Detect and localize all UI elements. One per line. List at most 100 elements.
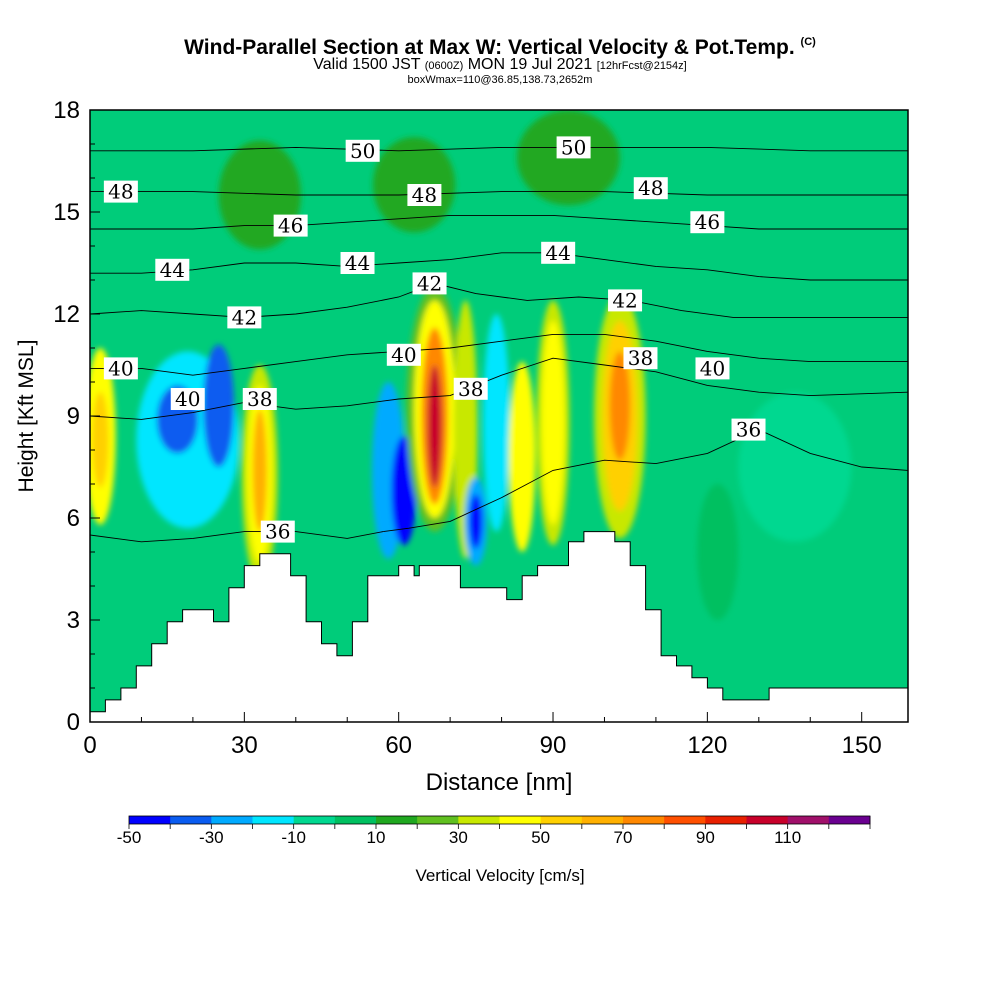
contour-label: 40: [695, 356, 730, 380]
colorbar-label: Vertical Velocity [cm/s]: [415, 866, 584, 885]
contour-label-text: 40: [700, 356, 725, 380]
y-tick-label: 12: [53, 301, 80, 328]
contour-label: 40: [170, 387, 205, 411]
velocity-cell: [697, 484, 739, 620]
contour-label-text: 36: [736, 418, 761, 442]
x-axis-label: Distance [nm]: [426, 769, 573, 796]
contour-label: 46: [273, 214, 308, 238]
velocity-cell: [427, 365, 442, 488]
velocity-cell: [92, 392, 109, 488]
contour-label: 42: [227, 305, 262, 329]
contour-label: 36: [731, 418, 766, 442]
colorbar-swatch: [828, 816, 871, 824]
contour-label: 38: [623, 346, 658, 370]
colorbar-swatch: [705, 816, 747, 824]
contour-label-text: 44: [345, 251, 370, 275]
colorbar-swatch: [540, 816, 583, 824]
forecast-info: [12hrFcst@2154z]: [596, 60, 687, 72]
contour-label: 38: [453, 377, 488, 401]
theta-contour-line: [90, 191, 908, 196]
contour-label-text: 38: [628, 346, 653, 370]
y-tick-label: 3: [67, 607, 80, 634]
plot-area: [90, 110, 908, 722]
contour-label-text: 48: [412, 183, 437, 207]
contour-label-text: 38: [247, 387, 272, 411]
theta-contour-line: [90, 146, 908, 152]
theta-contour-line: [383, 429, 908, 533]
theta-contour-line: [90, 282, 908, 318]
colorbar-tick-label: 30: [449, 828, 468, 847]
contour-label-text: 50: [561, 135, 586, 159]
contour-label: 38: [242, 387, 277, 411]
velocity-cell: [483, 314, 510, 532]
contour-label-text: 42: [232, 305, 257, 329]
colorbar-tick-label: 10: [367, 828, 386, 847]
colorbar-swatch: [170, 816, 212, 824]
y-tick-label: 9: [67, 403, 80, 430]
contour-label-text: 38: [458, 377, 483, 401]
contour-label-text: 42: [612, 288, 637, 312]
colorbar-swatch: [581, 816, 624, 824]
theta-contour-line: [90, 531, 384, 543]
colorbar-swatch: [458, 816, 500, 824]
contour-label: 44: [155, 258, 190, 282]
velocity-cell: [469, 494, 483, 549]
contour-label: 40: [386, 343, 421, 367]
colorbar-tick-label: -50: [117, 828, 142, 847]
x-tick-label: 0: [83, 732, 96, 759]
colorbar-swatch: [252, 816, 295, 824]
contour-label: 36: [260, 520, 295, 544]
contour-label-text: 40: [108, 356, 133, 380]
contour-label-text: 44: [160, 258, 185, 282]
valid-time: Valid 1500 JST: [313, 56, 421, 73]
chart-title: Wind-Parallel Section at Max W: Vertical…: [0, 36, 1000, 60]
contour-label: 48: [103, 180, 138, 204]
contour-label: 42: [608, 288, 643, 312]
x-tick-label: 30: [231, 732, 258, 759]
colorbar-swatch: [129, 816, 171, 824]
chart-subtitle: Valid 1500 JST (0600Z) MON 19 Jul 2021 […: [0, 56, 1000, 75]
colorbar-swatch: [664, 816, 706, 824]
colorbar-swatch: [376, 816, 418, 824]
theta-contour-line: [90, 333, 908, 376]
x-tick-label: 150: [842, 732, 882, 759]
velocity-cell: [203, 344, 235, 467]
y-tick-label: 6: [67, 505, 80, 532]
colorbar: -50 -30 -10 10 30 50 70 90 110: [117, 815, 871, 847]
colorbar-tick-label: -10: [281, 828, 306, 847]
colorbar-tick-label: 110: [774, 828, 801, 847]
contour-label: 46: [690, 210, 725, 234]
colorbar-tick-label: -30: [199, 828, 224, 847]
colorbar-swatch: [623, 816, 665, 824]
colorbar-swatch: [211, 816, 253, 824]
velocity-cell: [738, 392, 852, 542]
x-axis-ticks: 0 30 60 90 120 150: [83, 712, 882, 759]
theta-contour-line: [90, 252, 908, 281]
velocity-cell: [508, 361, 536, 552]
contour-label: 48: [407, 183, 442, 207]
colorbar-swatch: [293, 816, 336, 824]
y-axis-ticks: 0 3 6 9 12 15 18: [53, 97, 100, 736]
contour-label: 44: [340, 251, 375, 275]
contour-label-text: 40: [391, 343, 416, 367]
contour-label: 50: [345, 139, 380, 163]
contour-label: 50: [556, 135, 591, 159]
colorbar-tick-label: 50: [531, 828, 550, 847]
velocity-cell: [252, 409, 267, 532]
velocity-cell: [541, 320, 565, 525]
contour-label-text: 42: [417, 271, 442, 295]
colorbar-tick-label: 70: [614, 828, 633, 847]
contour-label-text: 48: [108, 180, 133, 204]
contour-label-text: 48: [638, 176, 663, 200]
contour-label: 42: [412, 271, 447, 295]
y-tick-label: 15: [53, 199, 80, 226]
x-tick-label: 120: [687, 732, 727, 759]
velocity-cell: [609, 351, 631, 461]
colorbar-swatch: [417, 816, 459, 824]
colorbar-swatch: [787, 816, 830, 824]
contour-label-text: 46: [695, 210, 720, 234]
contour-label-text: 36: [265, 520, 290, 544]
contour-label-text: 46: [278, 214, 303, 238]
contour-label: 40: [103, 356, 138, 380]
theta-contour-line: [90, 214, 908, 230]
